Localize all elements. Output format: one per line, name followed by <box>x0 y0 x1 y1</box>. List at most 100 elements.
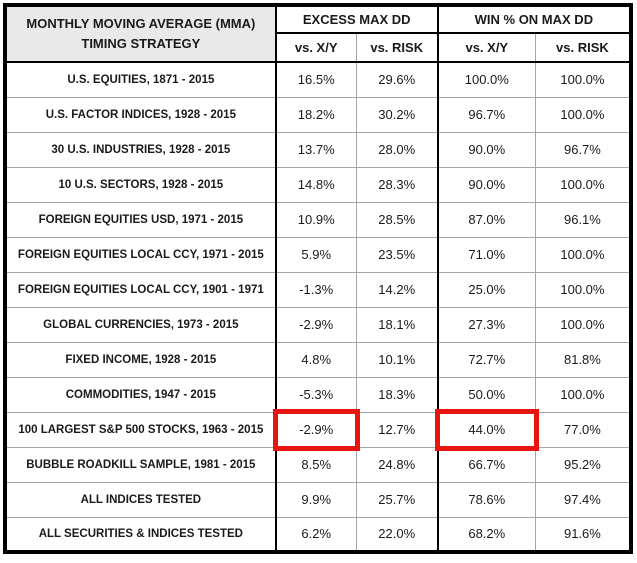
cell-excess-vs-risk: 18.3% <box>356 376 439 412</box>
table-row: FIXED INCOME, 1928 - 2015 4.8% 10.1% 72.… <box>5 341 631 377</box>
cell-win-vs-risk: 100.0% <box>535 61 631 97</box>
table-row: BUBBLE ROADKILL SAMPLE, 1981 - 2015 8.5%… <box>5 446 631 482</box>
table-row: FOREIGN EQUITIES USD, 1971 - 2015 10.9% … <box>5 201 631 237</box>
cell-win-vs-xy: 100.0% <box>437 61 536 97</box>
col-header-excess-vs-risk: vs. RISK <box>356 33 439 62</box>
table-row: COMMODITIES, 1947 - 2015 -5.3% 18.3% 50.… <box>5 376 631 412</box>
cell-win-vs-xy: 25.0% <box>437 271 536 307</box>
cell-win-vs-risk: 100.0% <box>535 376 631 412</box>
row-label: 100 LARGEST S&P 500 STOCKS, 1963 - 2015 <box>5 411 277 447</box>
table-row: ALL SECURITIES & INDICES TESTED 6.2% 22.… <box>5 516 631 552</box>
cell-excess-vs-xy-highlighted: -2.9% <box>272 408 360 451</box>
cell-win-vs-xy: 66.7% <box>437 446 536 482</box>
cell-excess-vs-xy: 9.9% <box>275 481 357 517</box>
cell-win-vs-risk: 100.0% <box>535 96 631 132</box>
col-header-win-vs-xy: vs. X/Y <box>437 33 536 62</box>
row-label: 30 U.S. INDUSTRIES, 1928 - 2015 <box>5 131 277 167</box>
cell-win-vs-risk: 81.8% <box>535 341 631 377</box>
cell-excess-vs-risk: 28.5% <box>356 201 439 237</box>
row-label: 10 U.S. SECTORS, 1928 - 2015 <box>5 166 277 202</box>
cell-excess-vs-xy: -2.9% <box>275 306 357 342</box>
cell-win-vs-xy: 27.3% <box>437 306 536 342</box>
table-title: MONTHLY MOVING AVERAGE (MMA) TIMING STRA… <box>5 5 277 62</box>
table-header: MONTHLY MOVING AVERAGE (MMA) TIMING STRA… <box>5 5 631 62</box>
table-title-line2: TIMING STRATEGY <box>81 36 201 51</box>
row-label: FOREIGN EQUITIES USD, 1971 - 2015 <box>5 201 277 237</box>
table-row: U.S. FACTOR INDICES, 1928 - 2015 18.2% 3… <box>5 96 631 132</box>
cell-excess-vs-xy: 14.8% <box>275 166 357 202</box>
cell-excess-vs-xy: -1.3% <box>275 271 357 307</box>
cell-excess-vs-risk: 12.7% <box>356 411 439 447</box>
sub-header-row: vs. X/Y vs. RISK vs. X/Y vs. RISK <box>5 33 631 62</box>
cell-excess-vs-risk: 25.7% <box>356 481 439 517</box>
col-header-excess-vs-xy: vs. X/Y <box>275 33 357 62</box>
cell-win-vs-xy: 87.0% <box>437 201 536 237</box>
column-group-win-pct-max-dd: WIN % ON MAX DD <box>437 5 631 34</box>
cell-win-vs-xy: 78.6% <box>437 481 536 517</box>
cell-excess-vs-xy: 4.8% <box>275 341 357 377</box>
table-row-highlighted: 100 LARGEST S&P 500 STOCKS, 1963 - 2015 … <box>5 408 631 451</box>
cell-excess-vs-xy: 6.2% <box>275 516 357 552</box>
table-row: GLOBAL CURRENCIES, 1973 - 2015 -2.9% 18.… <box>5 306 631 342</box>
cell-win-vs-risk: 95.2% <box>535 446 631 482</box>
cell-excess-vs-xy: 13.7% <box>275 131 357 167</box>
cell-win-vs-xy-highlighted: 44.0% <box>434 408 539 451</box>
row-label: GLOBAL CURRENCIES, 1973 - 2015 <box>5 306 277 342</box>
table-body: U.S. EQUITIES, 1871 - 2015 16.5% 29.6% 1… <box>5 61 631 552</box>
cell-win-vs-xy: 90.0% <box>437 131 536 167</box>
cell-win-vs-risk: 100.0% <box>535 271 631 307</box>
cell-excess-vs-risk: 29.6% <box>356 61 439 97</box>
mma-strategy-table: MONTHLY MOVING AVERAGE (MMA) TIMING STRA… <box>3 3 633 554</box>
cell-win-vs-xy: 50.0% <box>437 376 536 412</box>
cell-excess-vs-risk: 28.0% <box>356 131 439 167</box>
cell-excess-vs-risk: 22.0% <box>356 516 439 552</box>
cell-win-vs-risk: 96.7% <box>535 131 631 167</box>
cell-win-vs-risk: 97.4% <box>535 481 631 517</box>
cell-excess-vs-risk: 14.2% <box>356 271 439 307</box>
cell-excess-vs-xy: 5.9% <box>275 236 357 272</box>
cell-win-vs-xy: 72.7% <box>437 341 536 377</box>
row-label: U.S. EQUITIES, 1871 - 2015 <box>5 61 277 97</box>
row-label: ALL INDICES TESTED <box>5 481 277 517</box>
table-row: FOREIGN EQUITIES LOCAL CCY, 1901 - 1971 … <box>5 271 631 307</box>
table-row: ALL INDICES TESTED 9.9% 25.7% 78.6% 97.4… <box>5 481 631 517</box>
row-label: BUBBLE ROADKILL SAMPLE, 1981 - 2015 <box>5 446 277 482</box>
cell-win-vs-xy: 71.0% <box>437 236 536 272</box>
cell-excess-vs-risk: 23.5% <box>356 236 439 272</box>
cell-win-vs-xy: 96.7% <box>437 96 536 132</box>
cell-win-vs-risk: 96.1% <box>535 201 631 237</box>
row-label: FOREIGN EQUITIES LOCAL CCY, 1901 - 1971 <box>5 271 277 307</box>
cell-excess-vs-risk: 28.3% <box>356 166 439 202</box>
table-row: 10 U.S. SECTORS, 1928 - 2015 14.8% 28.3%… <box>5 166 631 202</box>
cell-excess-vs-xy: 8.5% <box>275 446 357 482</box>
table-row: 30 U.S. INDUSTRIES, 1928 - 2015 13.7% 28… <box>5 131 631 167</box>
cell-win-vs-risk: 100.0% <box>535 306 631 342</box>
cell-excess-vs-xy: 16.5% <box>275 61 357 97</box>
cell-value: -2.9% <box>299 422 334 437</box>
cell-win-vs-xy: 68.2% <box>437 516 536 552</box>
row-label: FIXED INCOME, 1928 - 2015 <box>5 341 277 377</box>
cell-excess-vs-risk: 24.8% <box>356 446 439 482</box>
row-label: ALL SECURITIES & INDICES TESTED <box>5 516 277 552</box>
column-group-excess-max-dd: EXCESS MAX DD <box>275 5 439 34</box>
table-row: U.S. EQUITIES, 1871 - 2015 16.5% 29.6% 1… <box>5 61 631 97</box>
col-header-win-vs-risk: vs. RISK <box>535 33 631 62</box>
cell-excess-vs-xy: -5.3% <box>275 376 357 412</box>
cell-excess-vs-xy: 18.2% <box>275 96 357 132</box>
cell-excess-vs-xy: 10.9% <box>275 201 357 237</box>
cell-excess-vs-risk: 18.1% <box>356 306 439 342</box>
cell-win-vs-xy: 90.0% <box>437 166 536 202</box>
row-label: U.S. FACTOR INDICES, 1928 - 2015 <box>5 96 277 132</box>
cell-win-vs-risk: 100.0% <box>535 166 631 202</box>
cell-excess-vs-risk: 10.1% <box>356 341 439 377</box>
cell-win-vs-risk: 91.6% <box>535 516 631 552</box>
cell-win-vs-risk: 100.0% <box>535 236 631 272</box>
row-label: FOREIGN EQUITIES LOCAL CCY, 1971 - 2015 <box>5 236 277 272</box>
row-label: COMMODITIES, 1947 - 2015 <box>5 376 277 412</box>
table-row: FOREIGN EQUITIES LOCAL CCY, 1971 - 2015 … <box>5 236 631 272</box>
cell-value: 44.0% <box>468 422 506 437</box>
cell-excess-vs-risk: 30.2% <box>356 96 439 132</box>
group-header-row: MONTHLY MOVING AVERAGE (MMA) TIMING STRA… <box>5 5 631 62</box>
cell-win-vs-risk: 77.0% <box>535 411 631 447</box>
